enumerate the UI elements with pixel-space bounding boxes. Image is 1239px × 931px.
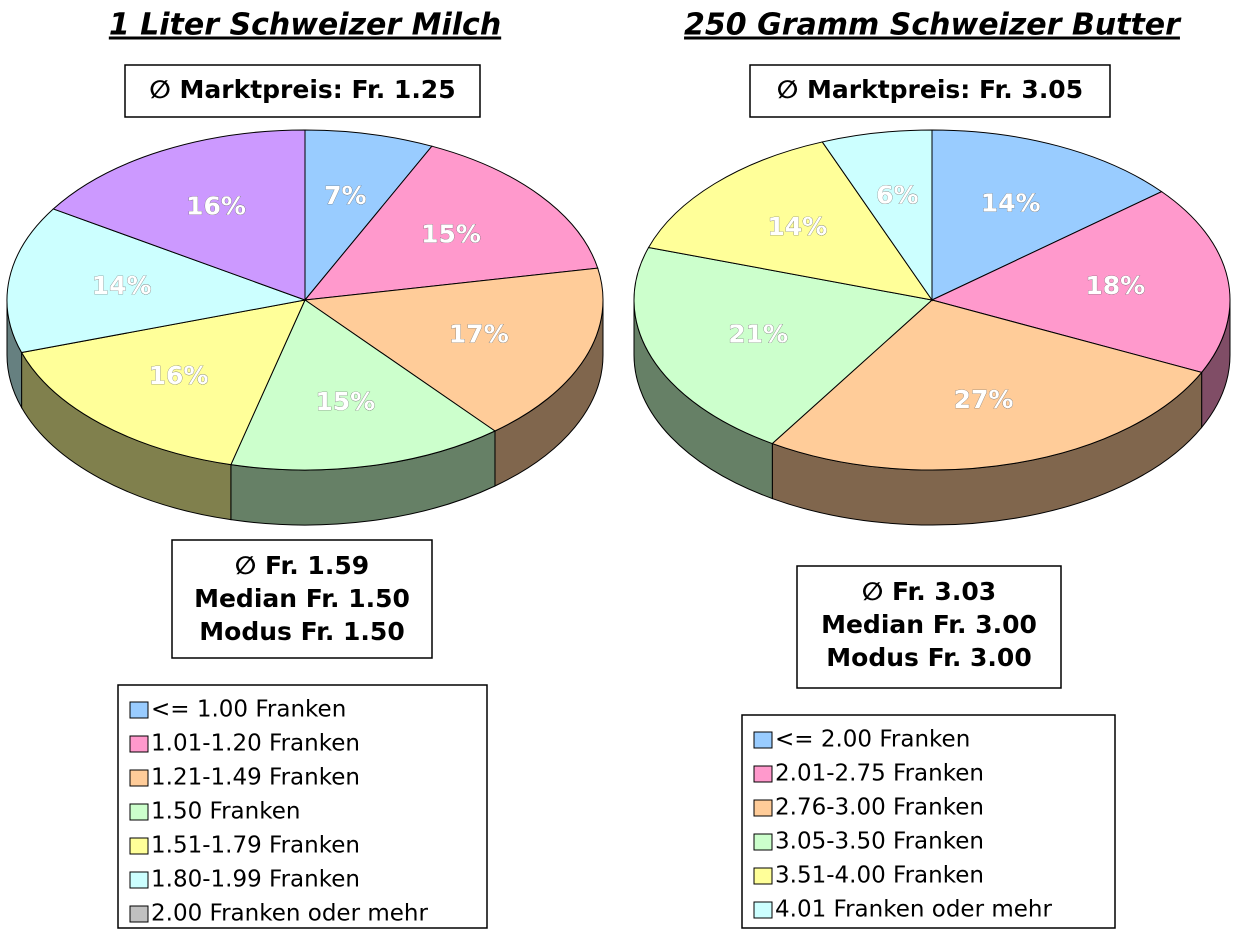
legend-label: <= 2.00 Franken xyxy=(775,727,970,753)
legend-label: 1.21-1.49 Franken xyxy=(151,765,360,791)
pie-slice xyxy=(771,299,1203,471)
legend-label: 1.51-1.79 Franken xyxy=(151,833,360,859)
stat-line: Modus Fr. 3.00 xyxy=(826,643,1031,672)
pie-slice xyxy=(304,129,433,302)
legend-swatch xyxy=(129,837,149,855)
pie-slice xyxy=(230,299,496,471)
legend-swatch xyxy=(129,701,149,719)
legend-label: 3.05-3.50 Franken xyxy=(775,829,984,855)
legend-swatch xyxy=(753,833,773,851)
market-price-box xyxy=(749,64,1111,118)
data-label: 27% xyxy=(954,385,1014,414)
legend-box xyxy=(741,714,1116,929)
stat-line: ∅ Fr. 1.59 xyxy=(235,551,369,580)
legend-swatch xyxy=(753,731,773,749)
legend-swatch xyxy=(129,803,149,821)
data-label: 21% xyxy=(728,320,788,349)
legend-label: 2.01-2.75 Franken xyxy=(775,761,984,787)
data-label: 16% xyxy=(149,361,209,390)
pie-slice xyxy=(821,129,933,302)
legend-swatch xyxy=(753,867,773,885)
pie-slice xyxy=(633,246,934,445)
data-label: 14% xyxy=(981,189,1041,218)
pie-slice xyxy=(303,145,599,301)
legend-label: 2.76-3.00 Franken xyxy=(775,795,984,821)
chart-title: 250 Gramm Schweizer Butter xyxy=(684,8,1182,43)
data-label: 16% xyxy=(186,192,246,221)
pie-slice xyxy=(52,129,306,301)
data-label: 14% xyxy=(767,212,827,241)
legend-swatch xyxy=(753,799,773,817)
legend-label: 1.01-1.20 Franken xyxy=(151,731,360,757)
legend-swatch xyxy=(129,905,149,923)
legend-label: <= 1.00 Franken xyxy=(151,697,346,723)
legend-swatch xyxy=(753,901,773,919)
pie-slice xyxy=(6,208,307,354)
stat-line: Median Fr. 1.50 xyxy=(194,584,410,613)
data-label: 7% xyxy=(324,181,366,210)
legend-swatch xyxy=(129,871,149,889)
data-label: 15% xyxy=(421,219,481,248)
data-label: 18% xyxy=(1085,271,1145,300)
data-label: 6% xyxy=(876,180,918,209)
legend-swatch xyxy=(129,769,149,787)
pie-slice xyxy=(303,267,604,432)
market-price-box xyxy=(124,64,481,118)
data-label: 17% xyxy=(449,320,509,349)
legend-label: 3.51-4.00 Franken xyxy=(775,863,984,889)
data-label: 14% xyxy=(92,271,152,300)
legend-label: 1.50 Franken xyxy=(151,799,300,825)
legend-box xyxy=(117,684,488,929)
market-price: ∅ Marktpreis: Fr. 1.25 xyxy=(149,75,455,104)
stat-line: ∅ Fr. 3.03 xyxy=(862,577,996,606)
pie-slice xyxy=(931,129,1163,301)
legend-label: 4.01 Franken oder mehr xyxy=(775,897,1052,923)
legend-label: 2.00 Franken oder mehr xyxy=(151,901,428,927)
chart-title: 1 Liter Schweizer Milch xyxy=(109,8,501,43)
legend-label: 1.80-1.99 Franken xyxy=(151,867,360,893)
legend-swatch xyxy=(753,765,773,783)
stat-line: Modus Fr. 1.50 xyxy=(199,617,404,646)
stat-line: Median Fr. 3.00 xyxy=(821,610,1037,639)
pie-slice xyxy=(930,191,1231,373)
pie-slice xyxy=(20,299,306,466)
stats-box xyxy=(796,565,1062,689)
stats-box xyxy=(171,539,433,659)
legend-swatch xyxy=(129,735,149,753)
data-label: 15% xyxy=(315,387,375,416)
pie-slice xyxy=(647,141,934,301)
market-price: ∅ Marktpreis: Fr. 3.05 xyxy=(777,75,1083,104)
